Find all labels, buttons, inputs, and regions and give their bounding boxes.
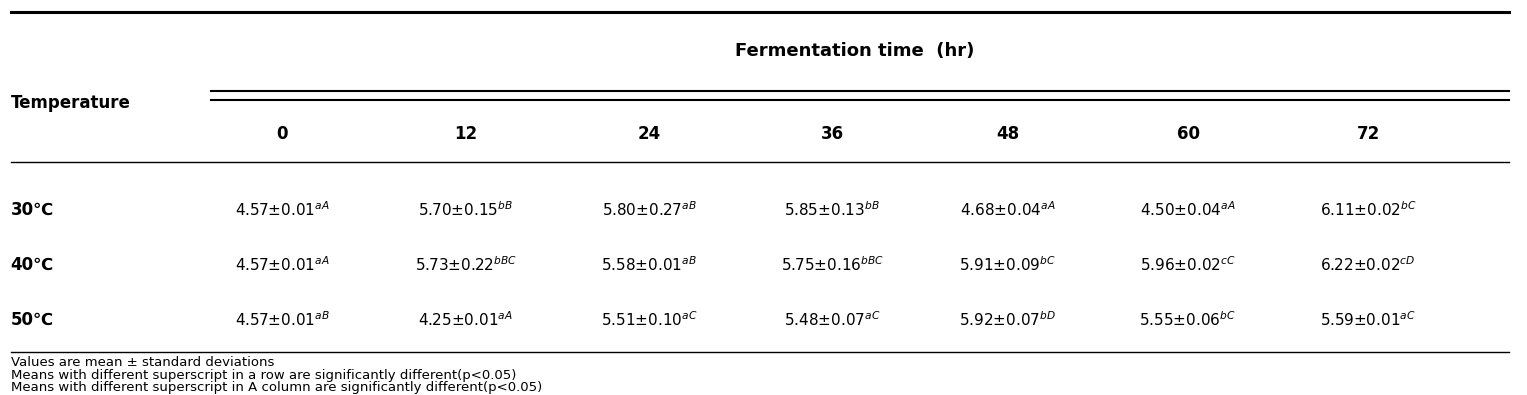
Text: 5.55±0.06$^{bC}$: 5.55±0.06$^{bC}$ xyxy=(1139,310,1237,329)
Text: 6.22±0.02$^{cD}$: 6.22±0.02$^{cD}$ xyxy=(1321,255,1416,274)
Text: 5.80±0.27$^{aB}$: 5.80±0.27$^{aB}$ xyxy=(602,200,696,219)
Text: 5.91±0.09$^{bC}$: 5.91±0.09$^{bC}$ xyxy=(959,255,1057,274)
Text: 5.51±0.10$^{aC}$: 5.51±0.10$^{aC}$ xyxy=(600,310,698,329)
Text: 5.75±0.16$^{bBC}$: 5.75±0.16$^{bBC}$ xyxy=(780,255,884,274)
Text: Fermentation time  (hr): Fermentation time (hr) xyxy=(736,42,974,60)
Text: 4.57±0.01$^{aB}$: 4.57±0.01$^{aB}$ xyxy=(235,310,330,329)
Text: 5.73±0.22$^{bBC}$: 5.73±0.22$^{bBC}$ xyxy=(414,255,518,274)
Text: 36: 36 xyxy=(820,125,844,143)
Text: Values are mean ± standard deviations: Values are mean ± standard deviations xyxy=(11,356,273,369)
Text: 5.92±0.07$^{bD}$: 5.92±0.07$^{bD}$ xyxy=(959,310,1057,329)
Text: 60: 60 xyxy=(1176,125,1200,143)
Text: 5.48±0.07$^{aC}$: 5.48±0.07$^{aC}$ xyxy=(783,310,881,329)
Text: 40℃: 40℃ xyxy=(11,256,53,274)
Text: Means with different superscript in A column are significantly different(p<0.05): Means with different superscript in A co… xyxy=(11,382,542,394)
Text: 4.50±0.04$^{aA}$: 4.50±0.04$^{aA}$ xyxy=(1141,200,1235,219)
Text: 5.59±0.01$^{aC}$: 5.59±0.01$^{aC}$ xyxy=(1321,310,1416,329)
Text: Means with different superscript in a row are significantly different(p<0.05): Means with different superscript in a ro… xyxy=(11,369,516,382)
Text: 5.85±0.13$^{bB}$: 5.85±0.13$^{bB}$ xyxy=(785,200,880,219)
Text: 48: 48 xyxy=(996,125,1020,143)
Text: 72: 72 xyxy=(1356,125,1380,143)
Text: 4.57±0.01$^{aA}$: 4.57±0.01$^{aA}$ xyxy=(235,255,330,274)
Text: 4.25±0.01$^{aA}$: 4.25±0.01$^{aA}$ xyxy=(418,310,513,329)
Text: 50℃: 50℃ xyxy=(11,311,53,329)
Text: 5.58±0.01$^{aB}$: 5.58±0.01$^{aB}$ xyxy=(602,255,696,274)
Text: 5.70±0.15$^{bB}$: 5.70±0.15$^{bB}$ xyxy=(418,200,513,219)
Text: 5.96±0.02$^{cC}$: 5.96±0.02$^{cC}$ xyxy=(1141,255,1235,274)
Text: 12: 12 xyxy=(454,125,478,143)
Text: 24: 24 xyxy=(637,125,661,143)
Text: 0: 0 xyxy=(276,125,289,143)
Text: 4.57±0.01$^{aA}$: 4.57±0.01$^{aA}$ xyxy=(235,200,330,219)
Text: Temperature: Temperature xyxy=(11,94,131,112)
Text: 30℃: 30℃ xyxy=(11,200,53,218)
Text: 4.68±0.04$^{aA}$: 4.68±0.04$^{aA}$ xyxy=(960,200,1055,219)
Text: 6.11±0.02$^{bC}$: 6.11±0.02$^{bC}$ xyxy=(1319,200,1417,219)
